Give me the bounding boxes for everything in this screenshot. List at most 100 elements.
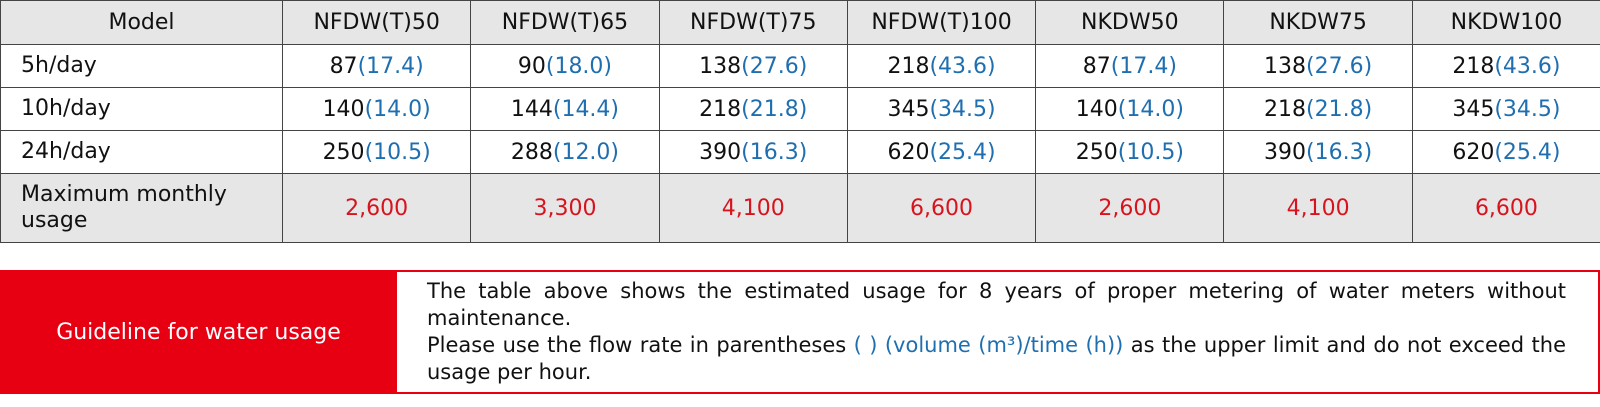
usage-value: 138 bbox=[699, 53, 742, 79]
flow-rate: (43.6) bbox=[1494, 53, 1561, 79]
cell: 345(34.5) bbox=[846, 87, 1037, 131]
cell: 144(14.4) bbox=[470, 87, 660, 131]
cell: 3,300 bbox=[470, 173, 660, 243]
cell: 140(14.0) bbox=[281, 87, 472, 131]
cell: 218(21.8) bbox=[658, 87, 848, 131]
guideline-box: Guideline for water usage The table abov… bbox=[0, 270, 1600, 394]
row-label: 10h/day bbox=[0, 87, 283, 131]
cell: 90(18.0) bbox=[470, 44, 660, 88]
cell: 4,100 bbox=[1223, 173, 1413, 243]
header-row: Model NFDW(T)50 NFDW(T)65 NFDW(T)75 NFDW(T)1… bbox=[0, 0, 1600, 45]
cell: 390(16.3) bbox=[1223, 130, 1413, 174]
usage-value: 288 bbox=[510, 139, 553, 165]
data-row: 10h/day 140(14.0) 144(14.4) 218(21.8) 345(34… bbox=[0, 87, 1600, 131]
flow-rate: (43.6) bbox=[929, 53, 996, 79]
max-value: 4,100 bbox=[721, 195, 785, 221]
flow-rate: (25.4) bbox=[1494, 139, 1561, 165]
text: Please use the flow rate in parentheses bbox=[427, 333, 854, 357]
usage-value: 620 bbox=[887, 139, 930, 165]
row-label: 5h/day bbox=[0, 44, 283, 88]
max-value: 2,600 bbox=[1098, 195, 1162, 221]
flow-rate: (34.5) bbox=[1494, 96, 1561, 122]
paragraph: Please use the flow rate in parentheses … bbox=[427, 332, 1566, 386]
guideline-body: The table above shows the estimated usag… bbox=[397, 270, 1600, 394]
usage-value: 87 bbox=[329, 53, 358, 79]
max-value: 6,600 bbox=[1474, 195, 1538, 221]
text: as the upper limit and do not exceed the… bbox=[427, 333, 1567, 384]
usage-value: 390 bbox=[1264, 139, 1307, 165]
cell: 218(21.8) bbox=[1223, 87, 1413, 131]
usage-value: 250 bbox=[1075, 139, 1118, 165]
flow-rate: (17.4) bbox=[1110, 53, 1177, 79]
guideline-title: Guideline for water usage bbox=[0, 270, 397, 394]
cell: 2,600 bbox=[281, 173, 472, 243]
usage-value: 218 bbox=[699, 96, 742, 122]
header-cell: Model bbox=[0, 0, 283, 45]
cell: 138(27.6) bbox=[658, 44, 848, 88]
header-cell: NFDW(T)100 bbox=[846, 0, 1037, 45]
flow-rate: (14.0) bbox=[364, 96, 431, 122]
cell: 2,600 bbox=[1035, 173, 1225, 243]
flow-rate: (17.4) bbox=[357, 53, 424, 79]
cell: 4,100 bbox=[658, 173, 848, 243]
usage-value: 218 bbox=[887, 53, 930, 79]
header-cell: NKDW100 bbox=[1411, 0, 1600, 45]
flow-rate: (25.4) bbox=[929, 139, 996, 165]
cell: 6,600 bbox=[846, 173, 1037, 243]
flow-rate: (12.0) bbox=[552, 139, 620, 165]
text: The table above shows the estimated usag… bbox=[427, 279, 1566, 330]
header-cell: NFDW(T)65 bbox=[470, 0, 660, 45]
cell: 6,600 bbox=[1411, 173, 1600, 243]
flow-rate: (10.5) bbox=[1117, 139, 1184, 165]
flow-rate: (27.6) bbox=[1306, 53, 1373, 79]
cell: 218(43.6) bbox=[846, 44, 1037, 88]
cell: 250(10.5) bbox=[281, 130, 472, 174]
flow-rate: (27.6) bbox=[741, 53, 808, 79]
paragraph: The table above shows the estimated usag… bbox=[427, 278, 1566, 332]
usage-value: 250 bbox=[322, 139, 365, 165]
header-cell: NKDW75 bbox=[1223, 0, 1413, 45]
row-label: Maximum monthly usage bbox=[0, 173, 283, 243]
max-row: Maximum monthly usage 2,600 3,300 4,100 6,60… bbox=[0, 173, 1600, 243]
row-label: 24h/day bbox=[0, 130, 283, 174]
header-cell: NKDW50 bbox=[1035, 0, 1225, 45]
max-value: 6,600 bbox=[910, 195, 974, 221]
cell: 140(14.0) bbox=[1035, 87, 1225, 131]
cell: 87(17.4) bbox=[1035, 44, 1225, 88]
cell: 250(10.5) bbox=[1035, 130, 1225, 174]
usage-value: 390 bbox=[699, 139, 742, 165]
data-row: 24h/day 250(10.5) 288(12.0) 390(16.3) 620(25… bbox=[0, 130, 1600, 174]
flow-rate: (16.3) bbox=[741, 139, 808, 165]
usage-table: Model NFDW(T)50 NFDW(T)65 NFDW(T)75 NFDW(T)1… bbox=[0, 0, 1600, 243]
usage-value: 345 bbox=[1452, 96, 1495, 122]
cell: 218(43.6) bbox=[1411, 44, 1600, 88]
usage-value: 345 bbox=[887, 96, 930, 122]
cell: 138(27.6) bbox=[1223, 44, 1413, 88]
cell: 620(25.4) bbox=[1411, 130, 1600, 174]
flow-rate: (16.3) bbox=[1306, 139, 1373, 165]
usage-value: 140 bbox=[322, 96, 365, 122]
usage-value: 218 bbox=[1264, 96, 1307, 122]
usage-value: 144 bbox=[510, 96, 553, 122]
usage-value: 218 bbox=[1452, 53, 1495, 79]
highlight: ( ) (volume (m³)/time (h)) bbox=[853, 333, 1124, 357]
usage-value: 87 bbox=[1082, 53, 1111, 79]
flow-rate: (14.0) bbox=[1117, 96, 1184, 122]
usage-value: 620 bbox=[1452, 139, 1495, 165]
cell: 87(17.4) bbox=[281, 44, 472, 88]
usage-value: 90 bbox=[517, 53, 546, 79]
flow-rate: (14.4) bbox=[552, 96, 620, 122]
max-value: 2,600 bbox=[345, 195, 409, 221]
cell: 620(25.4) bbox=[846, 130, 1037, 174]
flow-rate: (34.5) bbox=[929, 96, 996, 122]
cell: 288(12.0) bbox=[470, 130, 660, 174]
header-cell: NFDW(T)50 bbox=[281, 0, 472, 45]
data-row: 5h/day 87(17.4) 90(18.0) 138(27.6) 218(43.6)… bbox=[0, 44, 1600, 88]
cell: 345(34.5) bbox=[1411, 87, 1600, 131]
flow-rate: (18.0) bbox=[545, 53, 613, 79]
flow-rate: (21.8) bbox=[1306, 96, 1373, 122]
flow-rate: (10.5) bbox=[364, 139, 431, 165]
usage-value: 138 bbox=[1264, 53, 1307, 79]
max-value: 3,300 bbox=[533, 195, 597, 221]
